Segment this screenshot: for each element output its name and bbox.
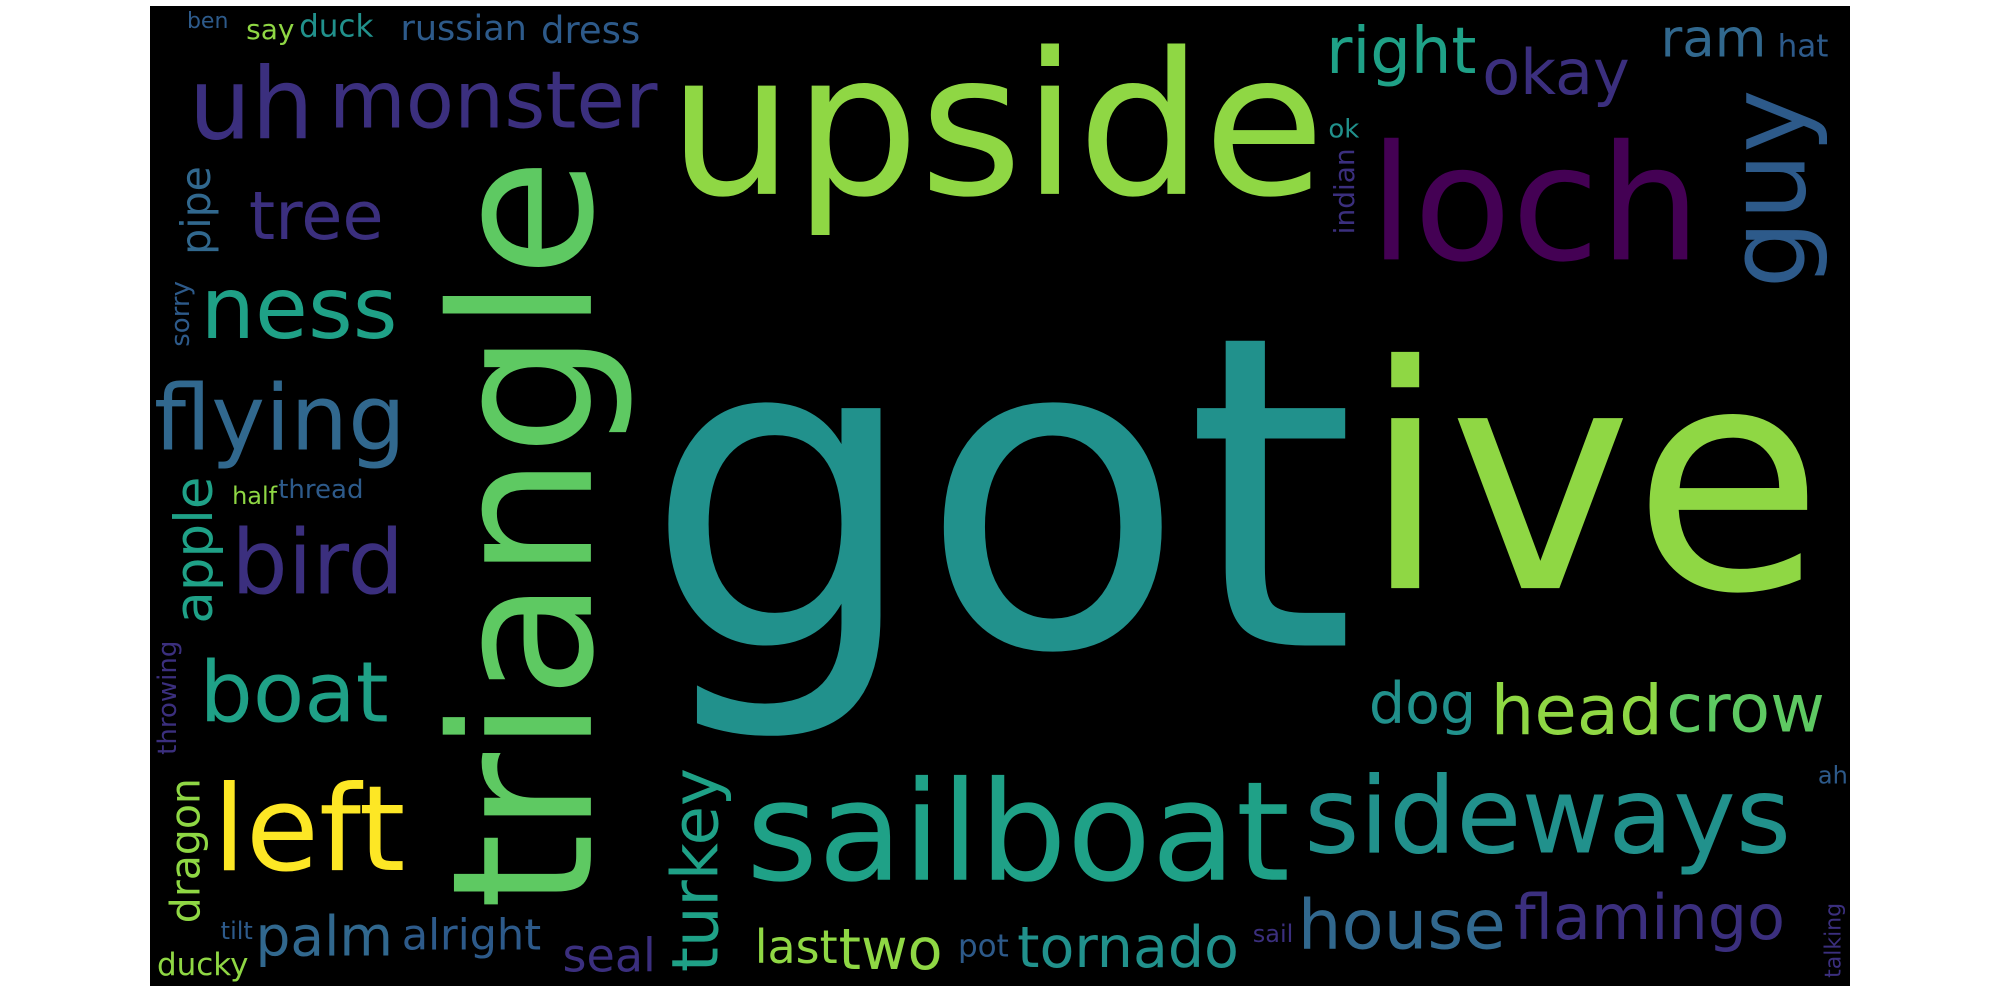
- word-bird: bird: [231, 510, 404, 614]
- word-apple: apple: [164, 476, 225, 623]
- word-seal: seal: [563, 929, 656, 983]
- word-guy: guy: [1707, 89, 1831, 288]
- word-ok: ok: [1328, 114, 1359, 144]
- word-ducky: ducky: [157, 947, 249, 983]
- word-okay: okay: [1482, 36, 1629, 109]
- word-pipe: pipe: [172, 166, 220, 255]
- word-ah: ah: [1818, 762, 1848, 790]
- word-sailboat: sailboat: [746, 752, 1290, 913]
- word-ben: ben: [187, 9, 228, 34]
- word-crow: crow: [1666, 670, 1825, 748]
- word-uh: uh: [189, 47, 314, 162]
- word-ive: ive: [1362, 300, 1824, 662]
- word-dragon: dragon: [161, 778, 209, 923]
- word-sideways: sideways: [1304, 754, 1791, 877]
- word-half: half: [232, 482, 278, 510]
- word-turkey: turkey: [660, 768, 734, 972]
- word-triangle: triangle: [410, 158, 637, 910]
- word-tree: tree: [249, 177, 384, 255]
- word-sail: sail: [1253, 920, 1294, 948]
- word-alright: alright: [402, 911, 541, 961]
- word-monster: monster: [329, 55, 658, 147]
- word-russian: russian: [400, 9, 526, 49]
- word-loch: loch: [1369, 110, 1701, 297]
- word-hat: hat: [1778, 28, 1829, 64]
- word-right: right: [1326, 15, 1476, 89]
- word-tilt: tilt: [221, 917, 253, 945]
- word-pot: pot: [958, 928, 1009, 964]
- word-say: say: [246, 13, 294, 46]
- word-ness: ness: [201, 259, 398, 359]
- word-boat: boat: [200, 643, 389, 741]
- word-talking: talking: [1822, 903, 1847, 978]
- word-left: left: [213, 761, 406, 899]
- word-dog: dog: [1369, 671, 1476, 737]
- word-ram: ram: [1660, 9, 1766, 70]
- word-flamingo: flamingo: [1514, 881, 1785, 954]
- word-tornado: tornado: [1017, 915, 1239, 981]
- word-throwing: throwing: [153, 641, 183, 755]
- word-got: got: [644, 244, 1355, 749]
- word-house: house: [1298, 885, 1506, 965]
- word-thread: thread: [278, 475, 363, 505]
- word-duck: duck: [299, 9, 373, 45]
- word-cloud-canvas: got upside ive sailboat triangle sideways loch…: [150, 6, 1850, 986]
- word-flying: flying: [154, 367, 406, 472]
- word-dress: dress: [541, 9, 640, 52]
- word-sorry: sorry: [166, 281, 196, 347]
- word-two: two: [839, 917, 943, 983]
- word-last: last: [755, 920, 838, 974]
- word-cloud-background: [150, 6, 1850, 986]
- word-upside: upside: [668, 10, 1325, 241]
- word-palm: palm: [255, 905, 392, 969]
- word-head: head: [1491, 671, 1663, 751]
- word-indian: indian: [1328, 148, 1361, 234]
